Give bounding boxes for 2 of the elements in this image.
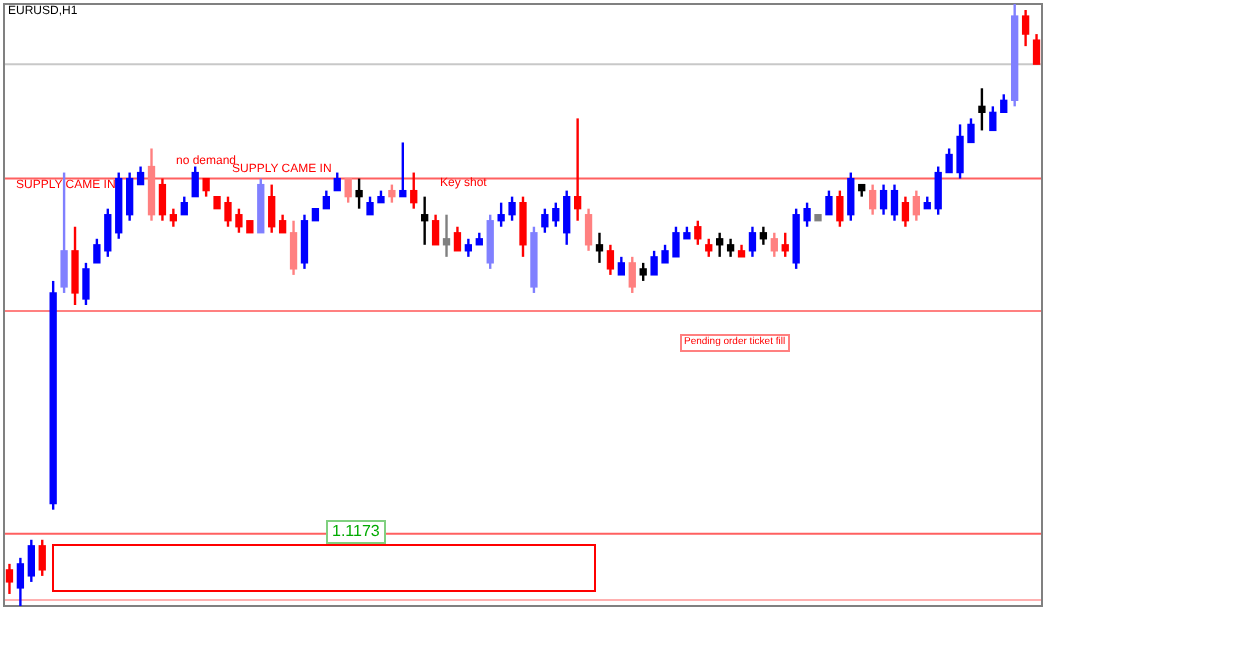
annotation: 1.1173 (326, 520, 386, 544)
candlestick (311, 208, 320, 222)
